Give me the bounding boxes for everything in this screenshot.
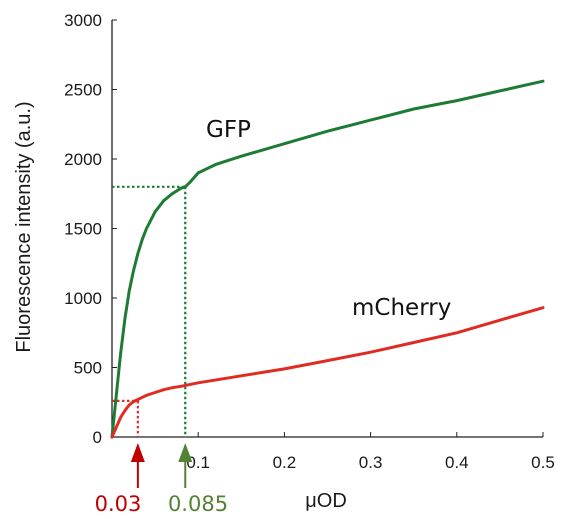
y-tick-label: 500 xyxy=(74,359,102,378)
gfp-arrow-head-icon xyxy=(178,443,193,462)
x-tick-label: 0.4 xyxy=(445,453,469,472)
y-tick-label: 0 xyxy=(93,428,102,447)
y-tick-label: 1500 xyxy=(64,220,102,239)
y-axis-title: Fluorescence intensity (a.u.) xyxy=(13,101,35,352)
x-tick-label: 0.1 xyxy=(186,453,210,472)
gfp-marker-label: 0.085 xyxy=(168,492,228,516)
x-tick-label: 0.5 xyxy=(531,453,555,472)
y-tick-label: 2500 xyxy=(64,81,102,100)
y-tick-label: 3000 xyxy=(64,11,102,30)
gfp-series-label: GFP xyxy=(206,117,251,143)
mcherry-marker-label: 0.03 xyxy=(95,492,142,516)
plot-layer: 0 500 1000 1500 2000 2500 3000 0.1 0.2 0.3 0.4 0.5 xyxy=(64,11,555,488)
x-tick-label: 0.2 xyxy=(273,453,297,472)
x-axis-title: μOD xyxy=(305,490,347,512)
x-tick-label: 0.3 xyxy=(359,453,383,472)
gfp-series-line xyxy=(110,79,545,439)
mcherry-arrow-head-icon xyxy=(130,443,145,462)
mcherry-series-label: mCherry xyxy=(352,295,451,321)
y-tick-label: 1000 xyxy=(64,289,102,308)
y-tick-label: 2000 xyxy=(64,150,102,169)
mcherry-series-line xyxy=(110,306,545,439)
